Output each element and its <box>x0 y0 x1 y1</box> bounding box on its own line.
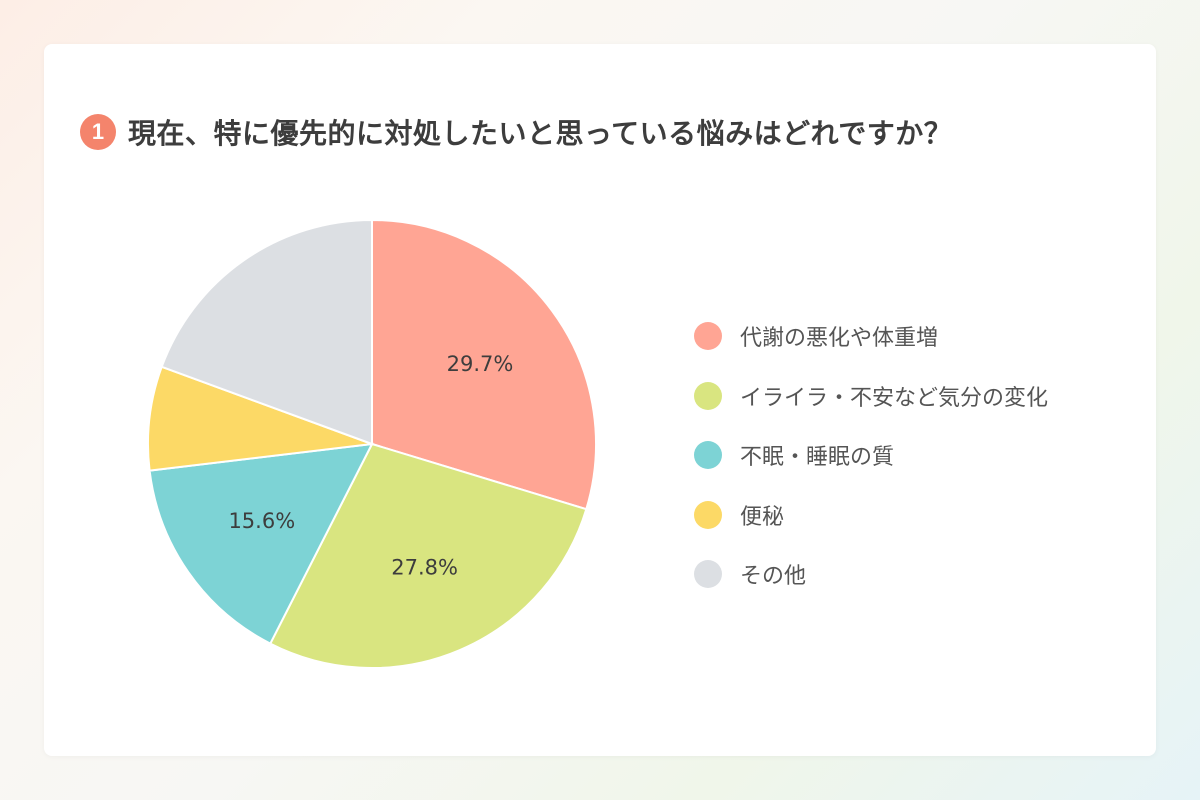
pie-slice-0 <box>371 218 597 511</box>
legend-swatch-3 <box>694 500 722 529</box>
legend-item-2: 不眠・睡眠の質 <box>694 435 1048 475</box>
pie-slice-3 <box>147 365 373 472</box>
legend-label-0: 代謝の悪化や体重増 <box>740 326 939 351</box>
legend-item-4: その他 <box>694 554 1048 594</box>
legend-item-1: イライラ・不安など気分の変化 <box>694 376 1048 416</box>
chart-legend: 代謝の悪化や体重増イライラ・不安など気分の変化 不眠・睡眠の質 便秘その他 <box>694 316 1048 614</box>
pie-slices <box>147 218 597 669</box>
legend-label-4: その他 <box>740 564 807 589</box>
legend-label-2: 不眠・睡眠の質 <box>740 445 895 470</box>
pie-slice-labels: 29.7% 27.8% 15.6% <box>228 352 513 580</box>
legend-item-3: 便秘 <box>694 495 1048 535</box>
question-header: 1 現在、特に優先的に対処したいと思っている悩みはどれですか？ <box>80 110 952 154</box>
question-number-badge: 1 <box>80 114 116 150</box>
legend-label-3: 便秘 <box>740 504 785 530</box>
pie-slice-4 <box>160 218 373 446</box>
chart-title: 現在、特に優先的に対処したいと思っている悩みはどれですか？ <box>128 117 953 150</box>
legend-item-0: 代謝の悪化や体重増 <box>694 316 1048 356</box>
pie-slice-label-0: 29.7% <box>447 352 514 376</box>
legend-swatch-2 <box>694 441 722 469</box>
pie-slice-1 <box>268 442 588 669</box>
legend-swatch-1 <box>694 381 722 410</box>
pie-slice-2 <box>148 442 374 645</box>
legend-swatch-0 <box>694 322 722 350</box>
legend-swatch-4 <box>694 560 722 588</box>
legend-label-1: イライラ・不安など気分の変化 <box>740 385 1049 411</box>
pie-slice-label-2: 15.6% <box>228 509 295 533</box>
pie-slice-label-1: 27.8% <box>391 556 458 580</box>
